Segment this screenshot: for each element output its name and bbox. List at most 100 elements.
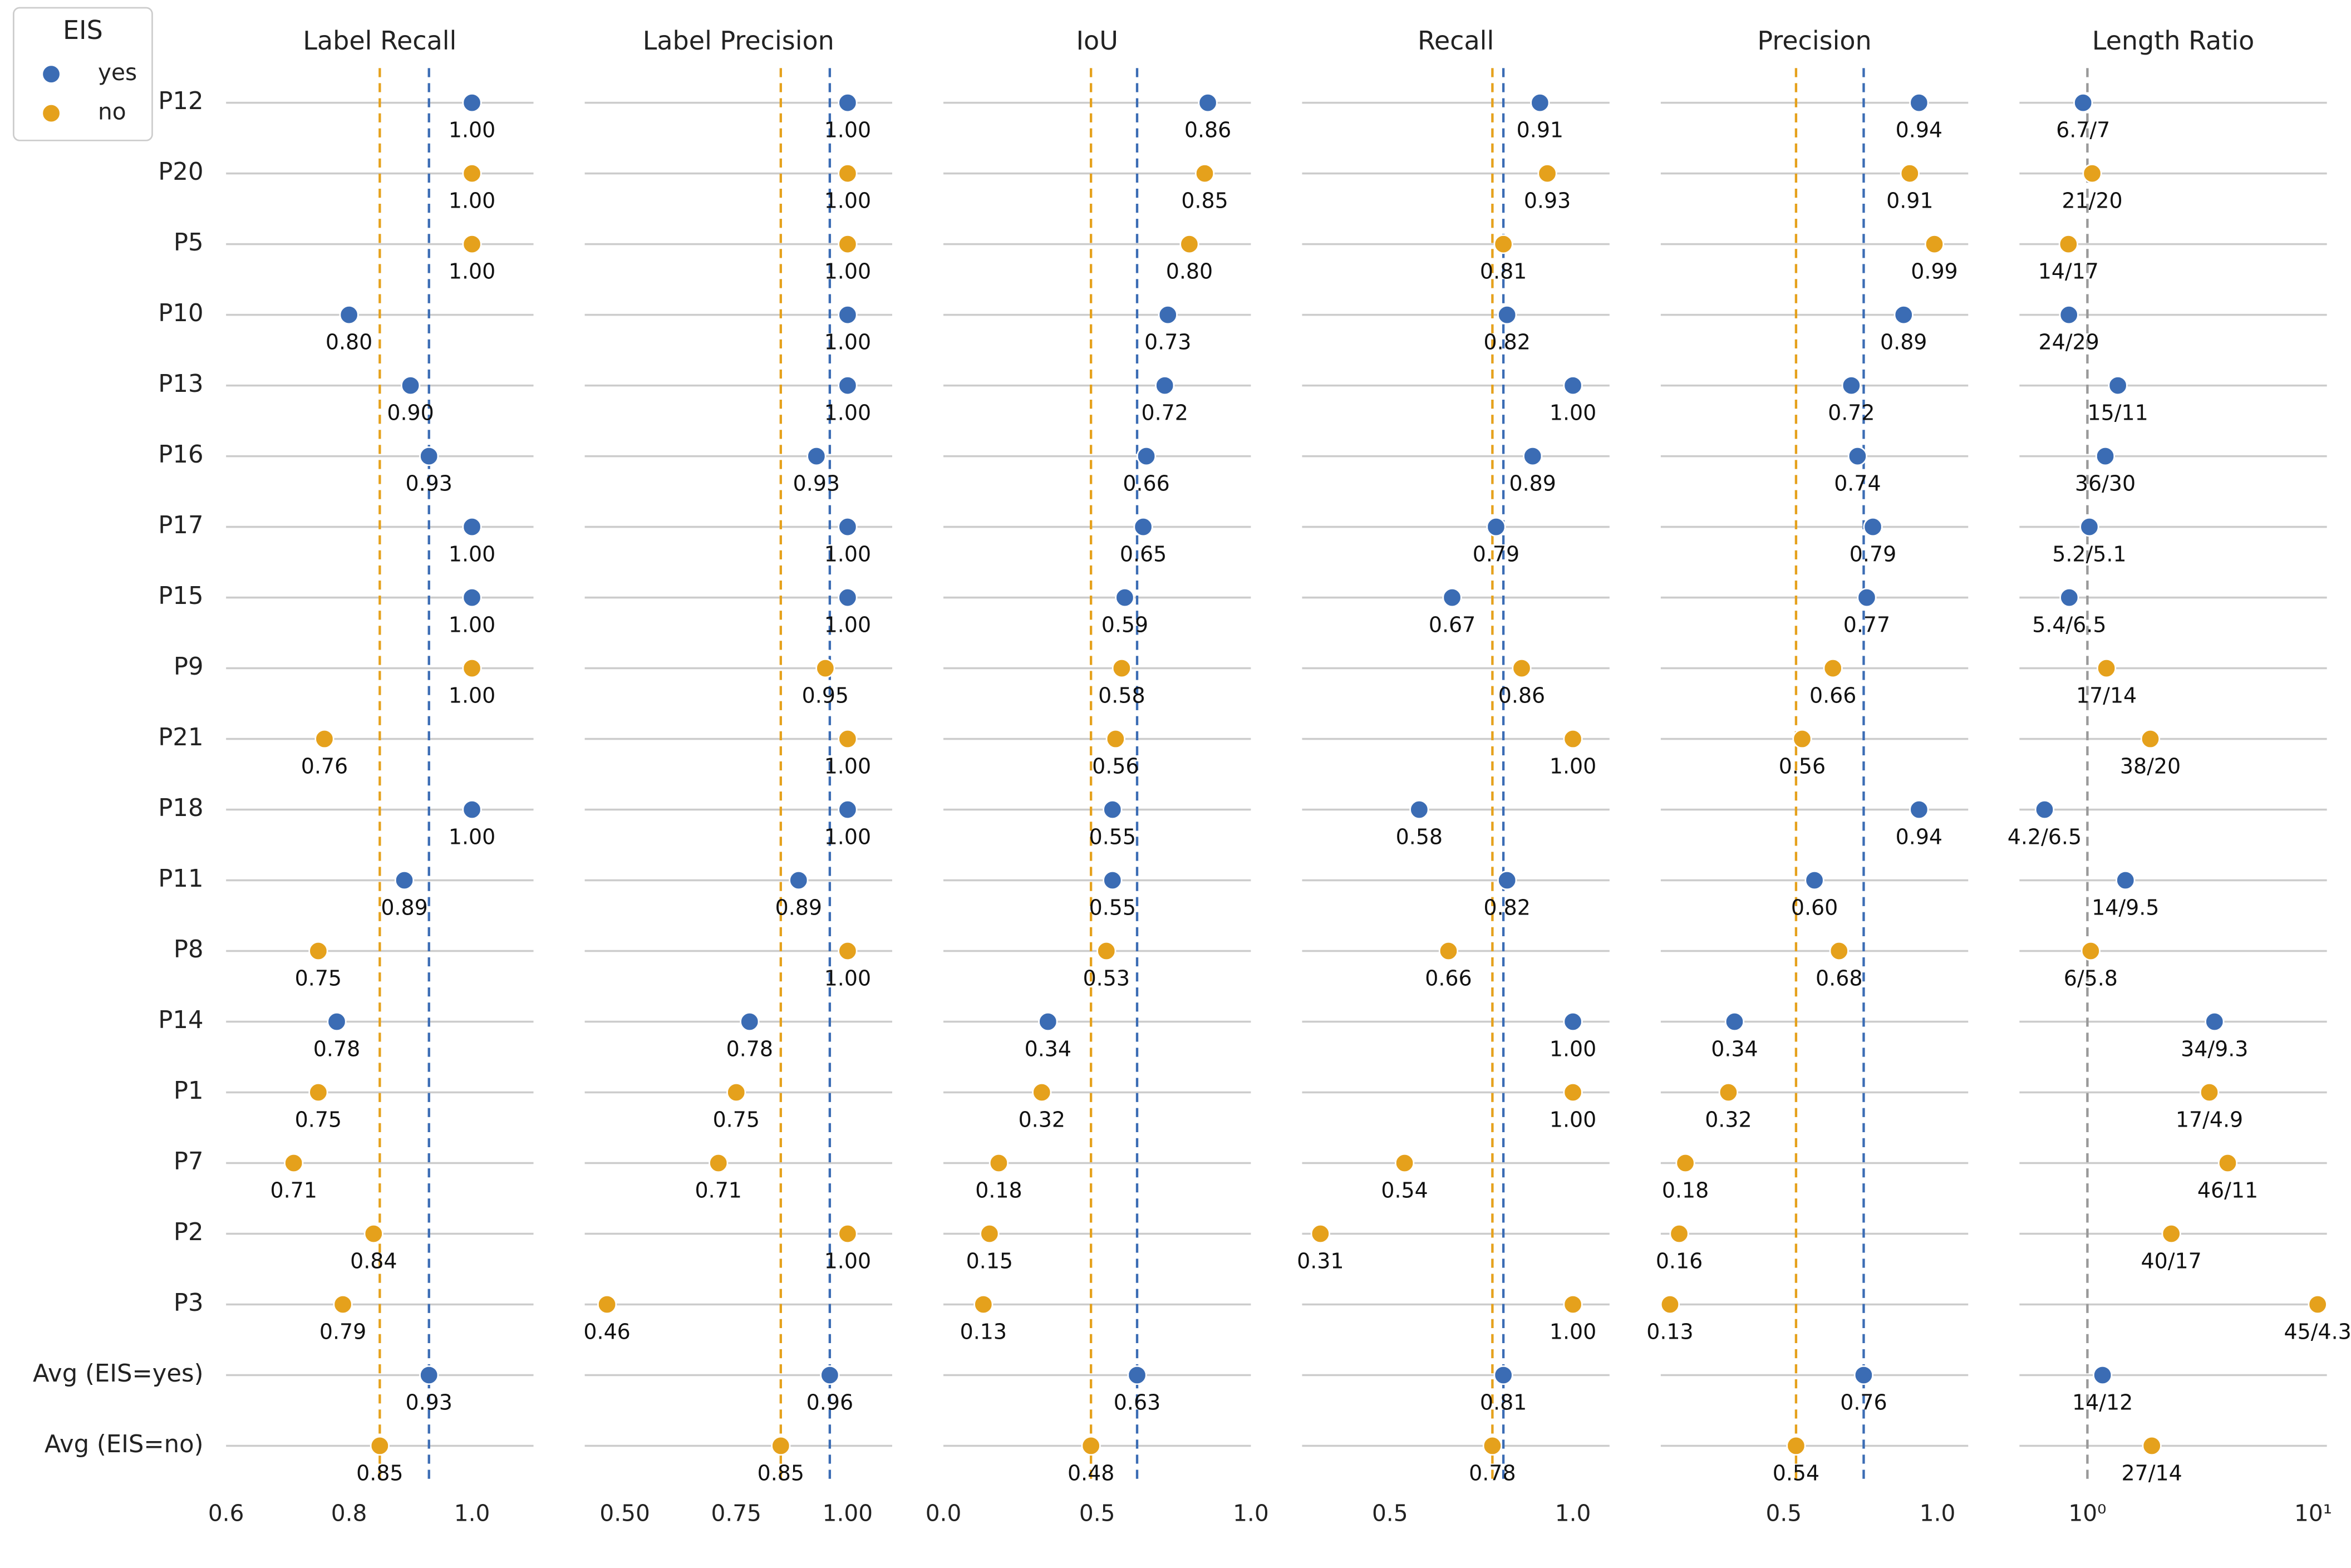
dot <box>1115 587 1135 608</box>
x-tick-label: 0.8 <box>331 1500 367 1527</box>
dot <box>2059 587 2079 608</box>
dot <box>1486 517 1506 537</box>
dot <box>1823 658 1843 679</box>
value-label: 14/12 <box>2072 1390 2133 1414</box>
legend-label: no <box>98 99 126 125</box>
dot <box>1133 517 1153 537</box>
value-label: 0.75 <box>295 1107 342 1132</box>
dot <box>838 304 858 325</box>
y-tick-label: P21 <box>158 724 203 751</box>
x-tick-label: 0.5 <box>1372 1500 1408 1527</box>
legend-title: EIS <box>63 15 103 45</box>
value-label: 0.89 <box>381 895 427 920</box>
dot <box>1909 799 1929 820</box>
value-label: 0.54 <box>1773 1461 1819 1485</box>
y-tick-label: P13 <box>158 370 203 398</box>
legend-marker <box>41 64 61 84</box>
value-label: 1.00 <box>1550 1036 1596 1061</box>
dot <box>2116 870 2136 891</box>
value-label: 0.75 <box>295 966 342 990</box>
value-label: 0.59 <box>1101 613 1148 637</box>
value-label: 0.94 <box>1896 824 1942 849</box>
value-label: 0.46 <box>583 1319 630 1344</box>
dot <box>726 1082 746 1103</box>
dot <box>1537 164 1557 184</box>
dot <box>838 164 858 184</box>
dot <box>838 729 858 749</box>
dot <box>284 1153 304 1173</box>
y-tick-label: P18 <box>158 794 203 822</box>
dot <box>1530 93 1550 113</box>
dot <box>789 870 809 891</box>
dot <box>462 164 482 184</box>
value-label: 0.77 <box>1843 613 1890 637</box>
dot <box>1563 729 1583 749</box>
value-label: 1.00 <box>449 683 495 707</box>
value-label: 0.18 <box>1662 1178 1709 1202</box>
value-label: 0.71 <box>270 1178 317 1202</box>
dot <box>2199 1082 2220 1103</box>
value-label: 15/11 <box>2088 401 2148 425</box>
value-label: 0.54 <box>1381 1178 1428 1202</box>
dot <box>1497 304 1517 325</box>
y-tick-label: P10 <box>158 299 203 327</box>
dot <box>1394 1153 1415 1173</box>
dot <box>2079 517 2099 537</box>
value-label: 34/9.3 <box>2181 1036 2248 1061</box>
dot <box>327 1011 347 1032</box>
dot <box>2096 658 2117 679</box>
dot <box>339 304 359 325</box>
value-label: 0.18 <box>975 1178 1022 1202</box>
value-label: 4.2/6.5 <box>2008 824 2082 849</box>
value-label: 14/17 <box>2038 259 2099 284</box>
dot <box>1497 870 1517 891</box>
value-label: 0.13 <box>1646 1319 1693 1344</box>
dot <box>1409 799 1429 820</box>
dot <box>2142 1436 2162 1456</box>
value-label: 0.85 <box>1181 189 1228 213</box>
value-label: 0.93 <box>1524 189 1571 213</box>
dot <box>709 1153 729 1173</box>
dot <box>1523 446 1543 466</box>
value-label: 0.48 <box>1068 1461 1114 1485</box>
dot <box>1829 941 1849 961</box>
dot <box>1563 375 1583 396</box>
value-label: 0.79 <box>319 1319 366 1344</box>
value-label: 5.4/6.5 <box>2032 613 2106 637</box>
value-label: 0.71 <box>695 1178 742 1202</box>
value-label: 0.53 <box>1083 966 1130 990</box>
y-tick-label: Avg (EIS=yes) <box>33 1360 204 1388</box>
value-label: 1.00 <box>449 259 495 284</box>
value-label: 0.82 <box>1484 895 1531 920</box>
dot <box>1493 234 1513 254</box>
value-label: 40/17 <box>2141 1248 2202 1273</box>
dot <box>1512 658 1532 679</box>
value-label: 0.58 <box>1396 824 1443 849</box>
value-label: 0.56 <box>1092 754 1139 778</box>
dot <box>1718 1082 1738 1103</box>
dot <box>740 1011 760 1032</box>
dot <box>838 375 858 396</box>
value-label: 0.74 <box>1834 471 1881 496</box>
dot <box>1442 587 1462 608</box>
dot <box>2093 1365 2113 1385</box>
x-tick-label: 1.0 <box>1920 1500 1956 1527</box>
dot <box>2217 1153 2238 1173</box>
dot <box>400 375 421 396</box>
dot <box>1096 941 1117 961</box>
dot <box>1909 93 1929 113</box>
dot <box>1032 1082 1052 1103</box>
value-label: 0.60 <box>1791 895 1838 920</box>
value-label: 0.79 <box>1473 542 1519 567</box>
dot <box>1179 234 1199 254</box>
y-tick-label: P2 <box>174 1218 204 1246</box>
y-tick-label: P1 <box>174 1077 204 1105</box>
dot <box>1924 234 1945 254</box>
x-tick-label: 0.75 <box>711 1500 761 1527</box>
value-label: 1.00 <box>824 401 871 425</box>
dot <box>597 1294 617 1315</box>
value-label: 0.91 <box>1886 189 1933 213</box>
value-label: 0.15 <box>966 1248 1013 1273</box>
